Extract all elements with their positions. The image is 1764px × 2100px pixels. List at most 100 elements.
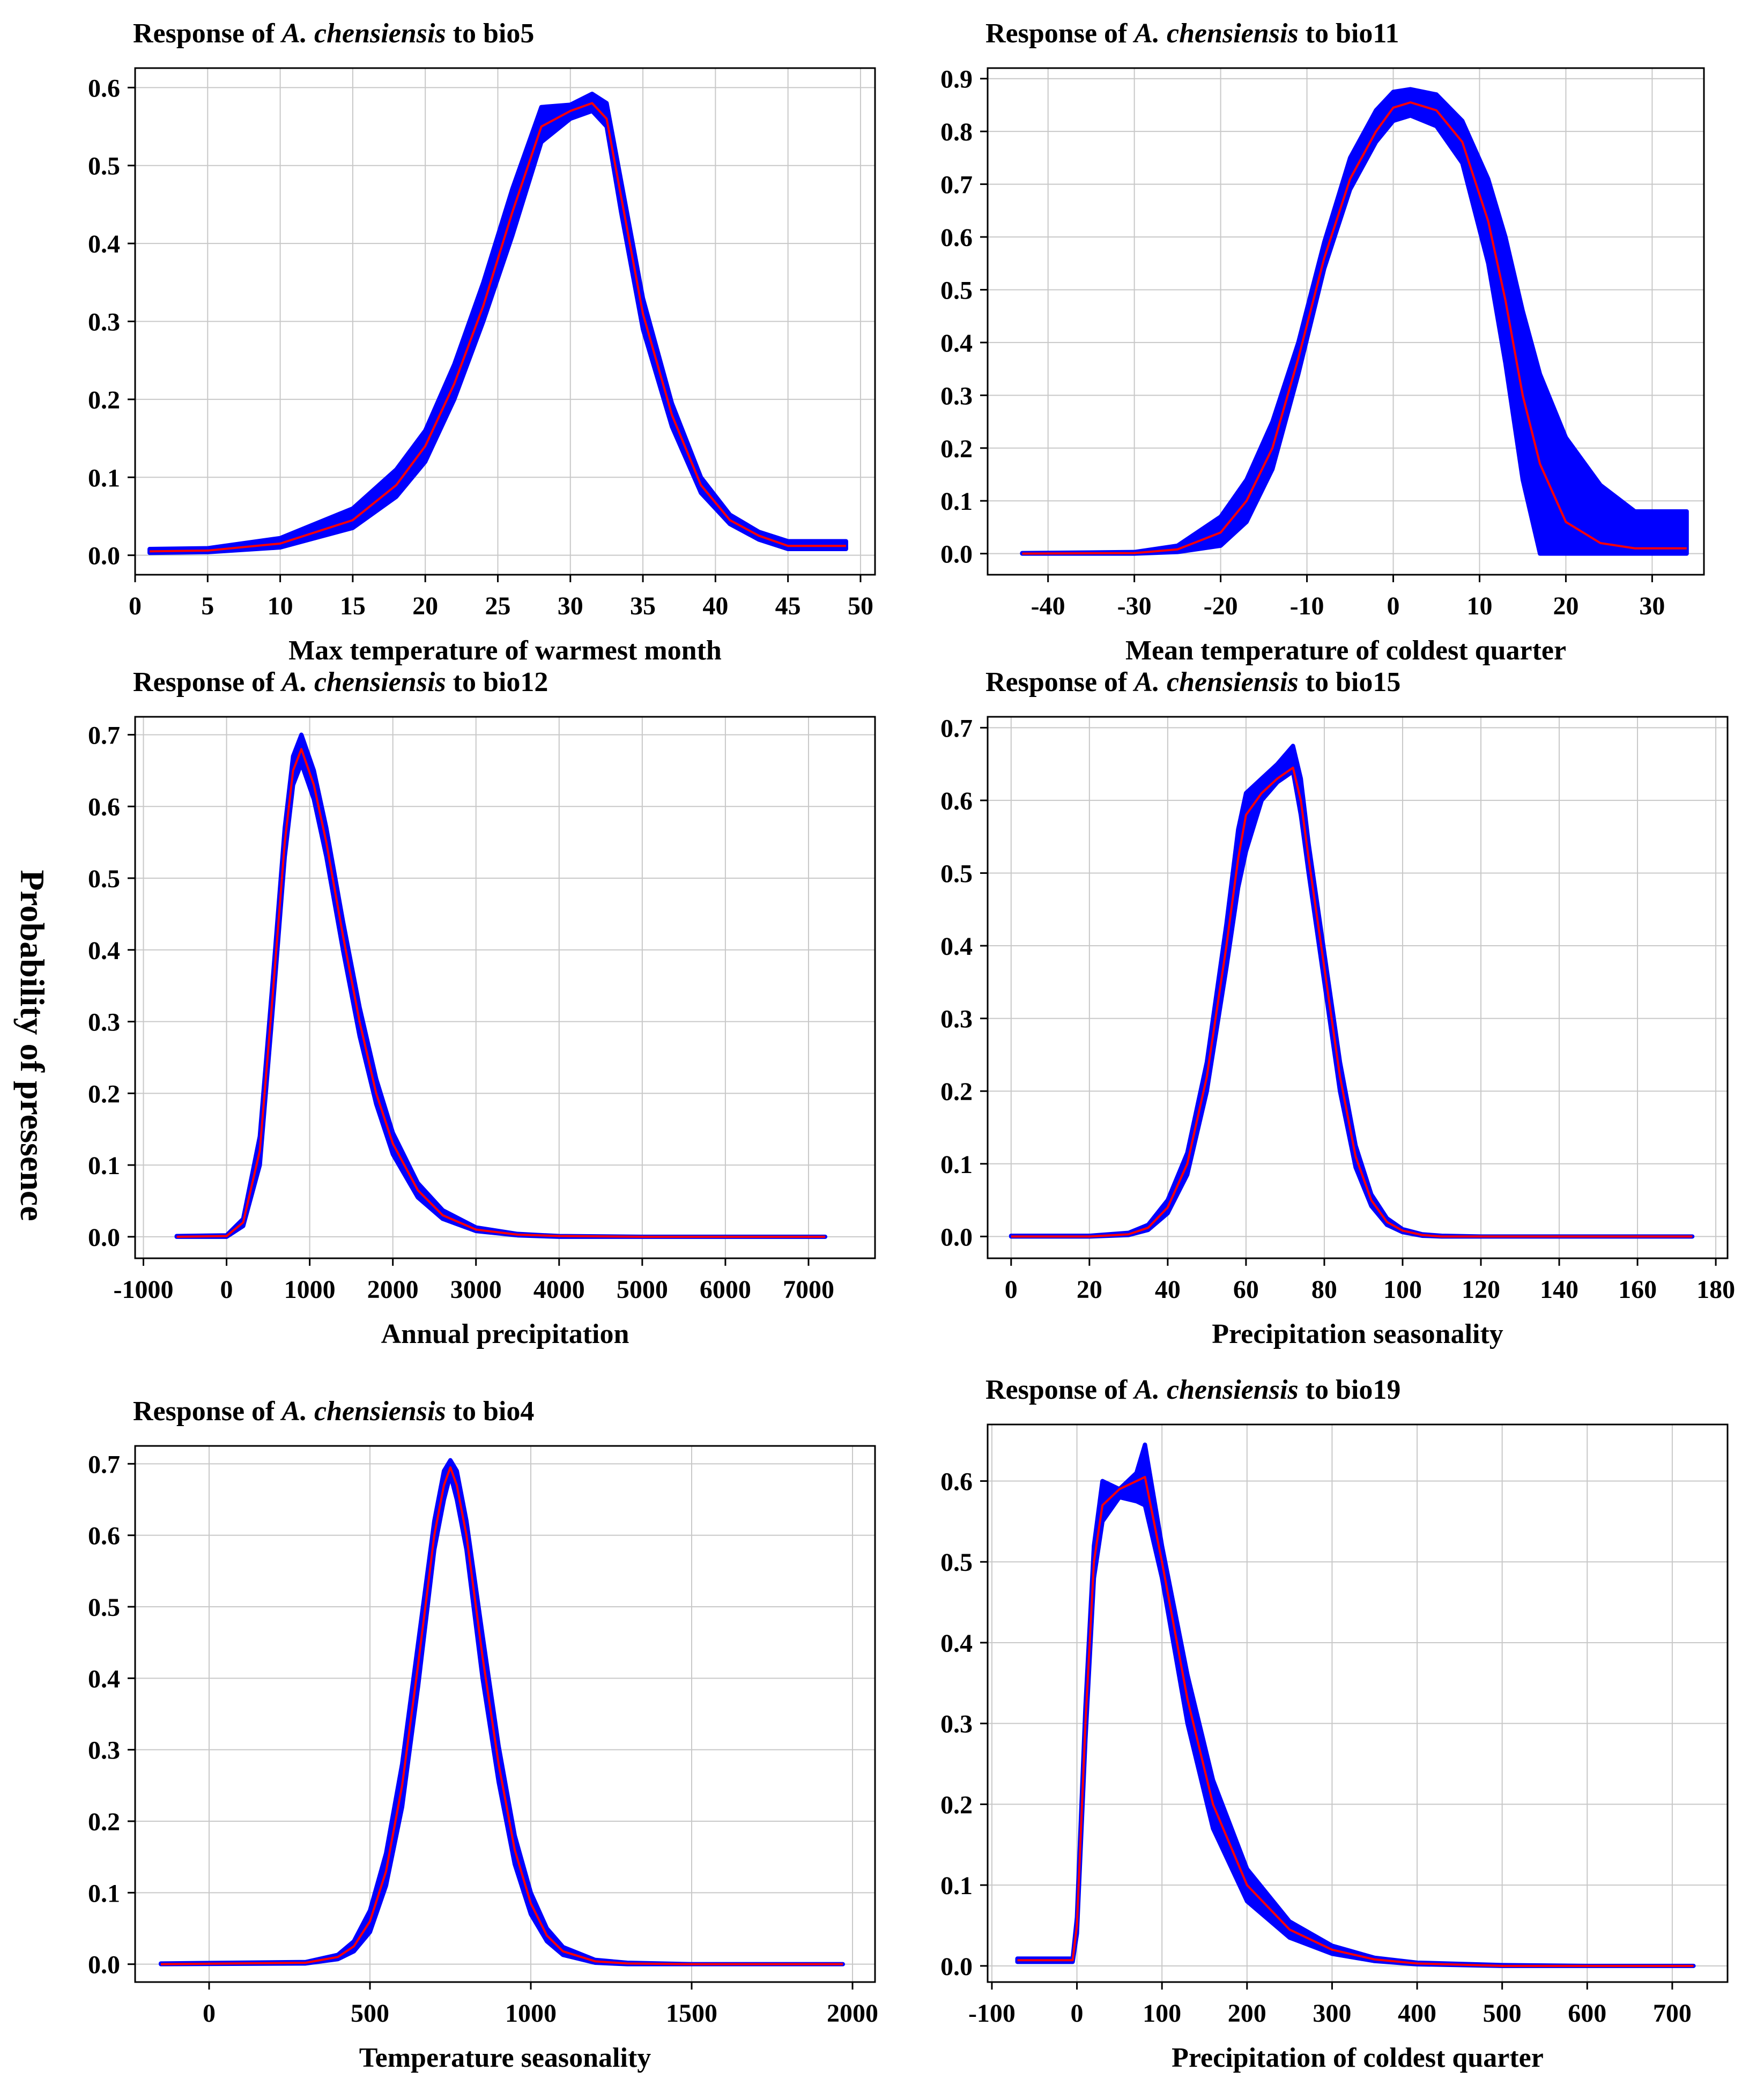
mean-response-line	[150, 102, 846, 553]
x-tick-label: 15	[340, 592, 366, 620]
x-tick-label: 60	[1233, 1275, 1259, 1304]
confidence-band	[1020, 87, 1689, 556]
x-axis-label: Mean temperature of coldest quarter	[1125, 635, 1566, 666]
x-axis-label: Max temperature of warmest month	[288, 635, 722, 666]
y-tick-label: 0.3	[88, 308, 120, 337]
x-tick-label: 100	[1143, 1999, 1181, 2028]
y-tick-label: 0.0	[88, 1951, 120, 1979]
x-tick-label: 3000	[450, 1275, 502, 1304]
x-tick-label: 10	[268, 592, 293, 620]
x-axis-label: Annual precipitation	[381, 1319, 629, 1349]
chart-title-prefix: Response of	[133, 667, 281, 697]
chart-title-suffix: to bio19	[1299, 1375, 1401, 1405]
chart-title-suffix: to bio11	[1299, 18, 1399, 49]
y-tick-label: 0.4	[940, 932, 973, 961]
y-tick-label: 0.5	[940, 1548, 973, 1577]
x-tick-label: 5	[201, 592, 214, 620]
x-tick-label: -10	[1290, 592, 1324, 620]
x-tick-label: 20	[1553, 592, 1578, 620]
chart-panel-4: 0 20 40 60 80 100 120 140 160 180 0.0 0.1 0.2 0.3 0.4 0…	[940, 667, 1735, 1349]
plot-frame	[134, 716, 876, 1259]
y-tick-label: 0.6	[940, 787, 973, 815]
y-tick-label: 0.5	[88, 865, 120, 893]
y-tick-label: 0.7	[88, 721, 120, 750]
y-tick-label: 0.2	[88, 1080, 120, 1108]
x-tick-label: 5000	[617, 1275, 668, 1304]
y-tick-label: 0.4	[940, 1629, 973, 1658]
x-axis-label: Temperature seasonality	[359, 2043, 651, 2073]
plot-frame	[134, 1445, 876, 1983]
y-tick-label: 0.5	[88, 1593, 120, 1622]
mean-response-line	[1022, 101, 1687, 555]
y-tick-label: 0.2	[88, 386, 120, 414]
plot-frame	[987, 716, 1729, 1259]
y-tick-label: 0.1	[940, 1872, 973, 1900]
y-tick-label: 0.2	[88, 1808, 120, 1836]
x-tick-label: 120	[1462, 1275, 1500, 1304]
y-tick-label: 0.5	[88, 152, 120, 181]
x-tick-label: 0	[1071, 1999, 1084, 2028]
x-tick-label: 600	[1568, 1999, 1606, 2028]
x-tick-label: 400	[1398, 1999, 1436, 2028]
y-tick-label: 0.4	[88, 230, 120, 258]
y-tick-label: 0.3	[940, 1710, 973, 1739]
x-tick-label: 200	[1228, 1999, 1266, 2028]
y-tick-label: 0.5	[940, 276, 973, 305]
x-tick-label: 30	[558, 592, 583, 620]
x-tick-label: 80	[1311, 1275, 1337, 1304]
chart-title: Response of A. chensiensis to bio11	[985, 18, 1399, 49]
x-tick-label: -1000	[114, 1275, 174, 1304]
chart-title-species: A. chensiensis	[1132, 18, 1298, 49]
x-tick-label: 6000	[700, 1275, 751, 1304]
x-tick-label: 1500	[666, 1999, 717, 2028]
x-tick-label: 25	[485, 592, 510, 620]
y-tick-label: 0.3	[88, 1737, 120, 1765]
x-tick-label: 20	[412, 592, 438, 620]
x-tick-label: -100	[968, 1999, 1016, 2028]
y-tick-label: 0.0	[940, 1223, 973, 1251]
mean-response-line	[176, 748, 825, 1238]
y-tick-label: 0.1	[940, 487, 973, 516]
y-tick-label: 0.0	[940, 1953, 973, 1981]
x-tick-label: 180	[1696, 1275, 1735, 1304]
confidence-band	[147, 91, 848, 555]
x-tick-label: 500	[1483, 1999, 1522, 2028]
chart-title-suffix: to bio5	[446, 18, 535, 49]
chart-panel-6: -100 0 100 200 300 400 500 600 700 0.0 0.1 0.2 0.3 0.…	[940, 1375, 1729, 2073]
y-tick-label: 0.7	[940, 714, 973, 743]
x-tick-label: 500	[351, 1999, 389, 2028]
x-tick-label: 0	[1387, 592, 1400, 620]
y-tick-label: 0.6	[940, 1468, 973, 1496]
mean-response-line	[160, 1466, 843, 1965]
chart-panel-5: 0 500 1000 1500 2000 0.0 0.1 0.2 0.3 0.4 0.5 0.6 0.7…	[88, 1396, 878, 2073]
y-tick-label: 0.2	[940, 435, 973, 463]
y-tick-label: 0.8	[940, 118, 973, 146]
x-tick-label: 2000	[367, 1275, 419, 1304]
y-tick-label: 0.6	[940, 224, 973, 252]
x-tick-label: 0	[129, 592, 142, 620]
y-tick-label: 0.0	[940, 540, 973, 569]
x-axis-label: Precipitation seasonality	[1212, 1319, 1503, 1349]
plot-area	[988, 1424, 1728, 1982]
x-tick-label: 100	[1383, 1275, 1422, 1304]
chart-title: Response of A. chensiensis to bio15	[985, 667, 1400, 697]
y-tick-label: 0.1	[940, 1151, 973, 1179]
y-tick-label: 0.3	[88, 1008, 120, 1037]
chart-panel-3: -1000 0 1000 2000 3000 4000 5000 6000 7000 0.0 0.1…	[88, 667, 876, 1349]
x-tick-label: -40	[1031, 592, 1065, 620]
x-tick-label: 7000	[783, 1275, 834, 1304]
chart-title-species: A. chensiensis	[280, 1396, 446, 1427]
plot-frame	[987, 1423, 1729, 1983]
y-tick-label: 0.7	[88, 1450, 120, 1479]
plot-area	[135, 717, 875, 1258]
x-tick-label: -30	[1117, 592, 1152, 620]
y-tick-label: 0.7	[940, 171, 973, 199]
y-axis-label-text: Probability of pressence	[13, 870, 51, 1221]
y-tick-label: 0.0	[88, 1223, 120, 1252]
x-tick-label: 40	[702, 592, 728, 620]
chart-title-species: A. chensiensis	[280, 667, 446, 697]
chart-panel-2: -40 -30 -20 -10 0 10 20 30 0.0 0.1 0.2 0.3 0.4 0.5 0.6…	[940, 18, 1705, 666]
chart-title: Response of A. chensiensis to bio5	[133, 18, 534, 49]
x-axis-label: Precipitation of coldest quarter	[1172, 2043, 1544, 2073]
